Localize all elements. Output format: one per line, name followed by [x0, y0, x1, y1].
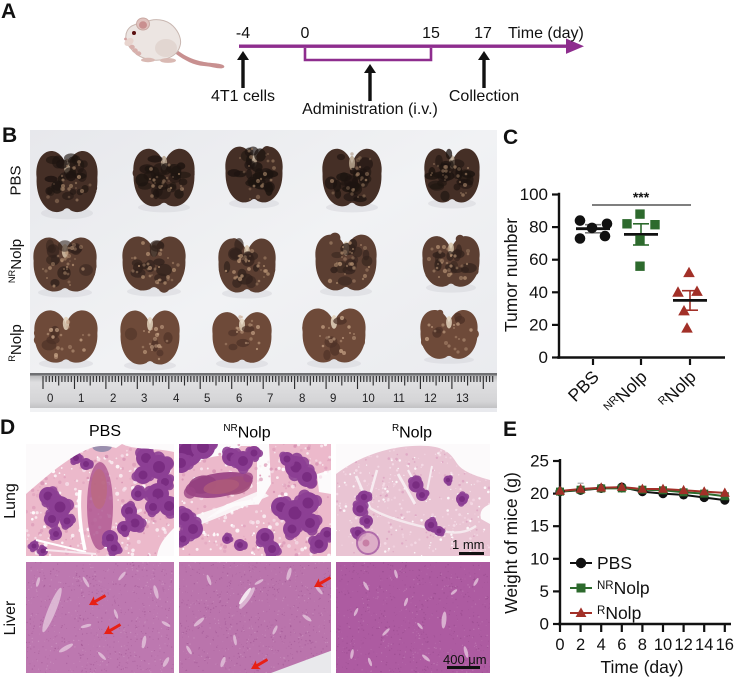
svg-text:Weight of mice (g): Weight of mice (g)	[501, 472, 521, 614]
svg-text:20: 20	[529, 315, 548, 334]
svg-text:0: 0	[540, 615, 549, 634]
svg-text:10: 10	[654, 636, 672, 654]
svg-text:0: 0	[301, 25, 310, 42]
svg-text:60: 60	[529, 250, 548, 269]
svg-text:9: 9	[330, 393, 336, 405]
svg-text:80: 80	[529, 218, 548, 237]
svg-text:16: 16	[716, 636, 734, 654]
svg-text:2: 2	[576, 636, 585, 654]
svg-text:***: ***	[633, 189, 650, 205]
svg-text:7: 7	[267, 393, 273, 405]
svg-text:0: 0	[47, 393, 53, 405]
svg-text:RNolp: RNolp	[597, 603, 641, 623]
svg-text:NRNolp: NRNolp	[597, 578, 650, 598]
svg-text:0: 0	[539, 348, 548, 367]
svg-text:Time (day): Time (day)	[601, 657, 684, 677]
svg-text:5: 5	[540, 582, 549, 601]
svg-text:4: 4	[173, 393, 180, 405]
svg-text:25: 25	[530, 452, 549, 471]
svg-text:4T1 cells: 4T1 cells	[211, 88, 275, 105]
svg-text:Time (day): Time (day)	[508, 25, 584, 42]
svg-text:20: 20	[530, 484, 549, 503]
svg-text:100: 100	[520, 185, 548, 204]
svg-text:Administration (i.v.): Administration (i.v.)	[302, 101, 438, 118]
svg-text:12: 12	[674, 636, 692, 654]
svg-text:RNolp: RNolp	[655, 367, 700, 412]
svg-text:17: 17	[474, 25, 492, 42]
svg-text:1: 1	[78, 393, 84, 405]
svg-text:10: 10	[362, 393, 375, 405]
svg-text:10: 10	[530, 549, 549, 568]
svg-text:8: 8	[299, 393, 305, 405]
svg-text:2: 2	[110, 393, 116, 405]
svg-text:NRNolp: NRNolp	[600, 367, 651, 418]
svg-text:PBS: PBS	[564, 367, 603, 406]
svg-text:40: 40	[529, 283, 548, 302]
svg-text:6: 6	[236, 393, 242, 405]
svg-text:Collection: Collection	[449, 88, 519, 105]
svg-text:6: 6	[617, 636, 626, 654]
svg-text:0: 0	[555, 636, 564, 654]
svg-text:15: 15	[422, 25, 440, 42]
svg-text:5: 5	[204, 393, 210, 405]
svg-text:4: 4	[597, 636, 606, 654]
svg-text:13: 13	[456, 393, 469, 405]
svg-text:12: 12	[424, 393, 437, 405]
svg-text:11: 11	[393, 393, 405, 405]
svg-text:15: 15	[530, 517, 549, 536]
svg-text:PBS: PBS	[597, 553, 632, 573]
svg-text:-4: -4	[236, 25, 250, 42]
svg-text:8: 8	[638, 636, 647, 654]
svg-text:Tumor number: Tumor number	[501, 218, 521, 332]
svg-text:14: 14	[695, 636, 713, 654]
svg-text:3: 3	[141, 393, 147, 405]
